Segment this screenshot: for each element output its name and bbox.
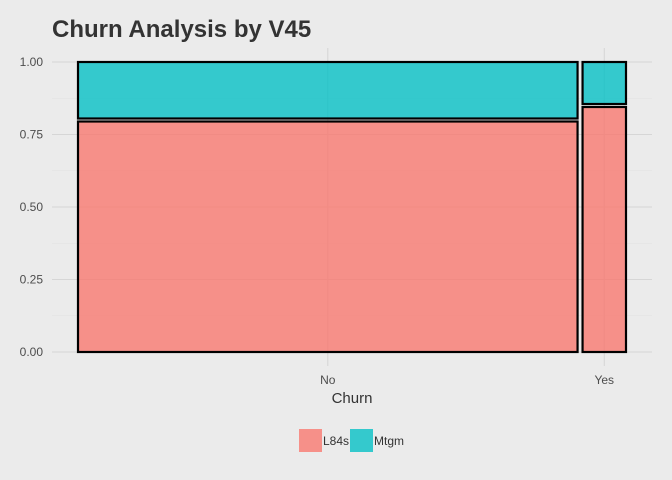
bar-segment bbox=[76, 120, 579, 354]
x-tick-label: No bbox=[320, 373, 336, 387]
bars bbox=[76, 60, 628, 354]
chart-title: Churn Analysis by V45 bbox=[52, 16, 311, 43]
y-tick-label: 0.00 bbox=[20, 345, 44, 359]
legend-key bbox=[350, 429, 373, 452]
legend-key bbox=[299, 429, 322, 452]
bar-segment bbox=[76, 60, 579, 120]
y-tick-label: 0.75 bbox=[20, 128, 44, 142]
legend-label: L84s bbox=[323, 434, 349, 448]
legend-label: Mtgm bbox=[374, 434, 404, 448]
x-axis-title: Churn bbox=[332, 390, 373, 407]
y-tick-label: 0.50 bbox=[20, 200, 44, 214]
y-tick-label: 0.25 bbox=[20, 273, 44, 287]
y-axis: 0.00 0.25 0.50 0.75 1.00 bbox=[20, 55, 44, 359]
y-tick-label: 1.00 bbox=[20, 55, 44, 69]
x-axis: No Yes bbox=[320, 373, 614, 387]
legend: L84s Mtgm bbox=[299, 429, 404, 452]
bar-segment bbox=[581, 60, 628, 106]
x-tick-label: Yes bbox=[594, 373, 614, 387]
bar-segment bbox=[581, 105, 628, 354]
